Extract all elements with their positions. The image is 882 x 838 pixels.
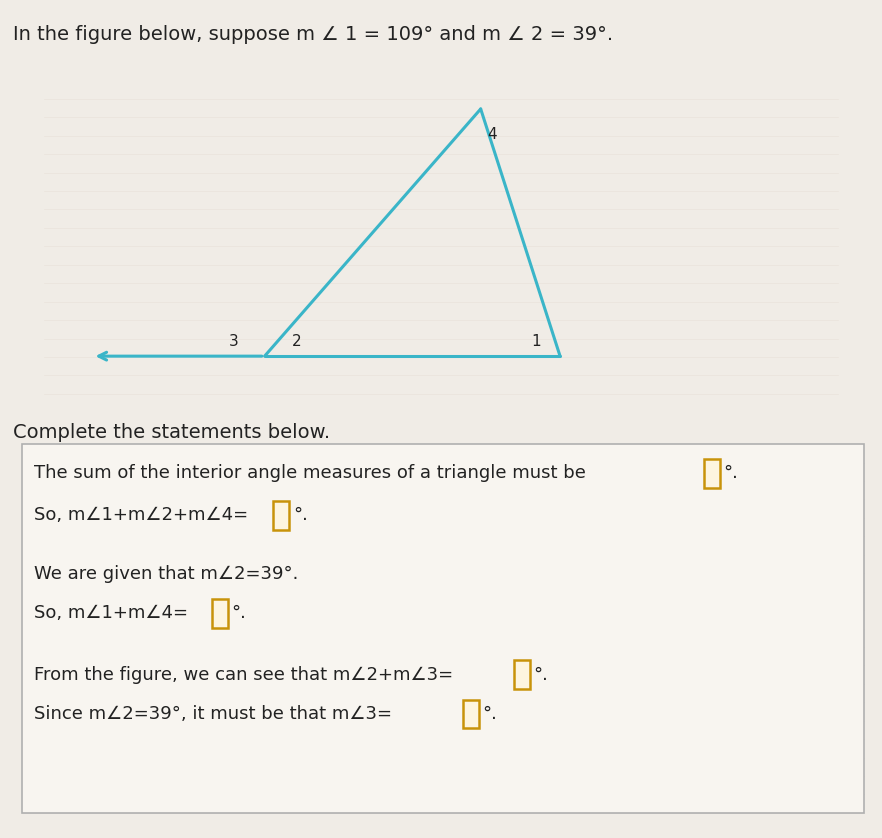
FancyBboxPatch shape — [212, 599, 228, 628]
Text: 1: 1 — [532, 334, 541, 349]
FancyBboxPatch shape — [514, 660, 530, 689]
Text: °.: °. — [293, 506, 308, 525]
Text: So, m∠1+m∠2+m∠4=: So, m∠1+m∠2+m∠4= — [34, 506, 248, 525]
Text: Complete the statements below.: Complete the statements below. — [13, 423, 331, 442]
Text: So, m∠1+m∠4=: So, m∠1+m∠4= — [34, 604, 188, 623]
Text: From the figure, we can see that m∠2+m∠3=: From the figure, we can see that m∠2+m∠3… — [34, 665, 452, 684]
FancyBboxPatch shape — [22, 444, 864, 813]
Text: We are given that m∠2=39°.: We are given that m∠2=39°. — [34, 565, 298, 583]
Text: °.: °. — [482, 705, 497, 723]
FancyBboxPatch shape — [273, 501, 289, 530]
FancyBboxPatch shape — [704, 459, 720, 488]
Text: 4: 4 — [488, 127, 497, 142]
Text: 2: 2 — [292, 334, 301, 349]
Text: °.: °. — [534, 665, 549, 684]
Text: °.: °. — [723, 464, 738, 483]
FancyBboxPatch shape — [463, 700, 479, 728]
Text: In the figure below, suppose m ∠ 1 = 109° and m ∠ 2 = 39°.: In the figure below, suppose m ∠ 1 = 109… — [13, 25, 613, 44]
Text: Since m∠2=39°, it must be that m∠3=: Since m∠2=39°, it must be that m∠3= — [34, 705, 392, 723]
Text: °.: °. — [231, 604, 246, 623]
Text: The sum of the interior angle measures of a triangle must be: The sum of the interior angle measures o… — [34, 464, 586, 483]
Text: 3: 3 — [228, 334, 239, 349]
